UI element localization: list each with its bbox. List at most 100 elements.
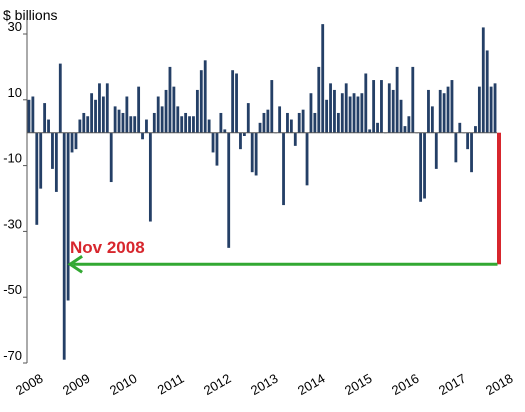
x-tick-label: 2018 (483, 371, 516, 398)
bar (156, 96, 160, 133)
bar (192, 116, 195, 133)
bar (148, 132, 152, 222)
x-tick-label: 2016 (389, 371, 422, 398)
x-tick-label: 2009 (60, 371, 93, 398)
bar (27, 99, 31, 133)
bar (246, 103, 250, 133)
bar (184, 112, 188, 133)
bar (336, 112, 340, 133)
bar (309, 93, 313, 133)
bar (474, 126, 477, 133)
bar (270, 80, 274, 133)
bar (250, 132, 254, 173)
bar (180, 116, 184, 133)
bar (477, 86, 481, 133)
bar (403, 126, 407, 133)
bar (117, 109, 121, 133)
bar (125, 96, 129, 133)
bar (164, 89, 168, 133)
bar (387, 83, 391, 133)
bar (317, 66, 321, 133)
unit-label: $ billions (3, 7, 57, 23)
bar (242, 132, 246, 136)
bar (438, 89, 442, 133)
bar (239, 132, 242, 150)
x-tick-label: 2013 (248, 371, 281, 398)
bar (282, 132, 285, 206)
annotation-arrowhead (67, 255, 83, 274)
bar (419, 132, 423, 202)
bar (458, 122, 462, 133)
bar (430, 106, 434, 133)
bar (395, 66, 399, 133)
bar (223, 129, 227, 133)
bar (74, 132, 78, 150)
bar (372, 80, 376, 133)
x-tick-label: 2017 (436, 371, 469, 398)
bar (98, 83, 101, 133)
bar (489, 86, 493, 133)
x-tick-label: 2010 (107, 371, 140, 398)
annotation-label: Nov 2008 (70, 238, 145, 257)
bar (329, 83, 332, 133)
bar (266, 109, 270, 133)
y-tick-label: -50 (3, 282, 22, 297)
bar (262, 112, 266, 133)
bar (376, 122, 379, 133)
bar (86, 116, 90, 133)
bar (352, 93, 356, 133)
bar (113, 106, 117, 133)
y-tick-label: -30 (3, 216, 22, 231)
bar (109, 132, 113, 183)
bar (176, 106, 180, 133)
bar (51, 132, 54, 169)
bar (254, 132, 258, 176)
bar (360, 93, 364, 133)
bar (442, 93, 446, 133)
bar (348, 96, 352, 133)
bar (145, 119, 148, 133)
bar (407, 116, 411, 133)
bar (121, 112, 125, 133)
bar (43, 103, 47, 133)
bar (493, 83, 497, 133)
y-tick-label: -10 (3, 151, 22, 166)
bar (101, 96, 105, 133)
bar (344, 83, 348, 133)
bar (289, 119, 293, 133)
bar (82, 112, 86, 133)
axes-group: 30 10 -10 -30 -50 -70 2008 2009 2010 2011 2012 2013… (3, 19, 515, 398)
bar (207, 119, 211, 133)
bar (423, 132, 426, 199)
bar (188, 116, 191, 133)
bar (203, 60, 207, 133)
bar (313, 112, 317, 133)
bar (333, 89, 336, 133)
bar (211, 132, 215, 153)
bar (235, 73, 238, 133)
bar (325, 99, 329, 133)
bar (90, 93, 94, 133)
bar (450, 80, 454, 133)
bar (321, 24, 325, 133)
bar (293, 132, 297, 146)
bar (172, 86, 176, 133)
bar (152, 112, 156, 133)
bar (297, 112, 301, 133)
bar (31, 96, 35, 133)
bar (219, 112, 223, 133)
bar (199, 70, 203, 133)
bar (466, 132, 470, 150)
bar (305, 132, 309, 186)
bar (39, 132, 43, 189)
bar (35, 132, 39, 225)
bar (231, 70, 235, 133)
bar (481, 27, 485, 133)
bar (141, 132, 144, 140)
bar (137, 86, 141, 133)
bar (195, 89, 199, 133)
bar (434, 132, 438, 169)
bar (454, 132, 458, 163)
highlight-bar (497, 132, 501, 265)
bar (94, 99, 97, 133)
